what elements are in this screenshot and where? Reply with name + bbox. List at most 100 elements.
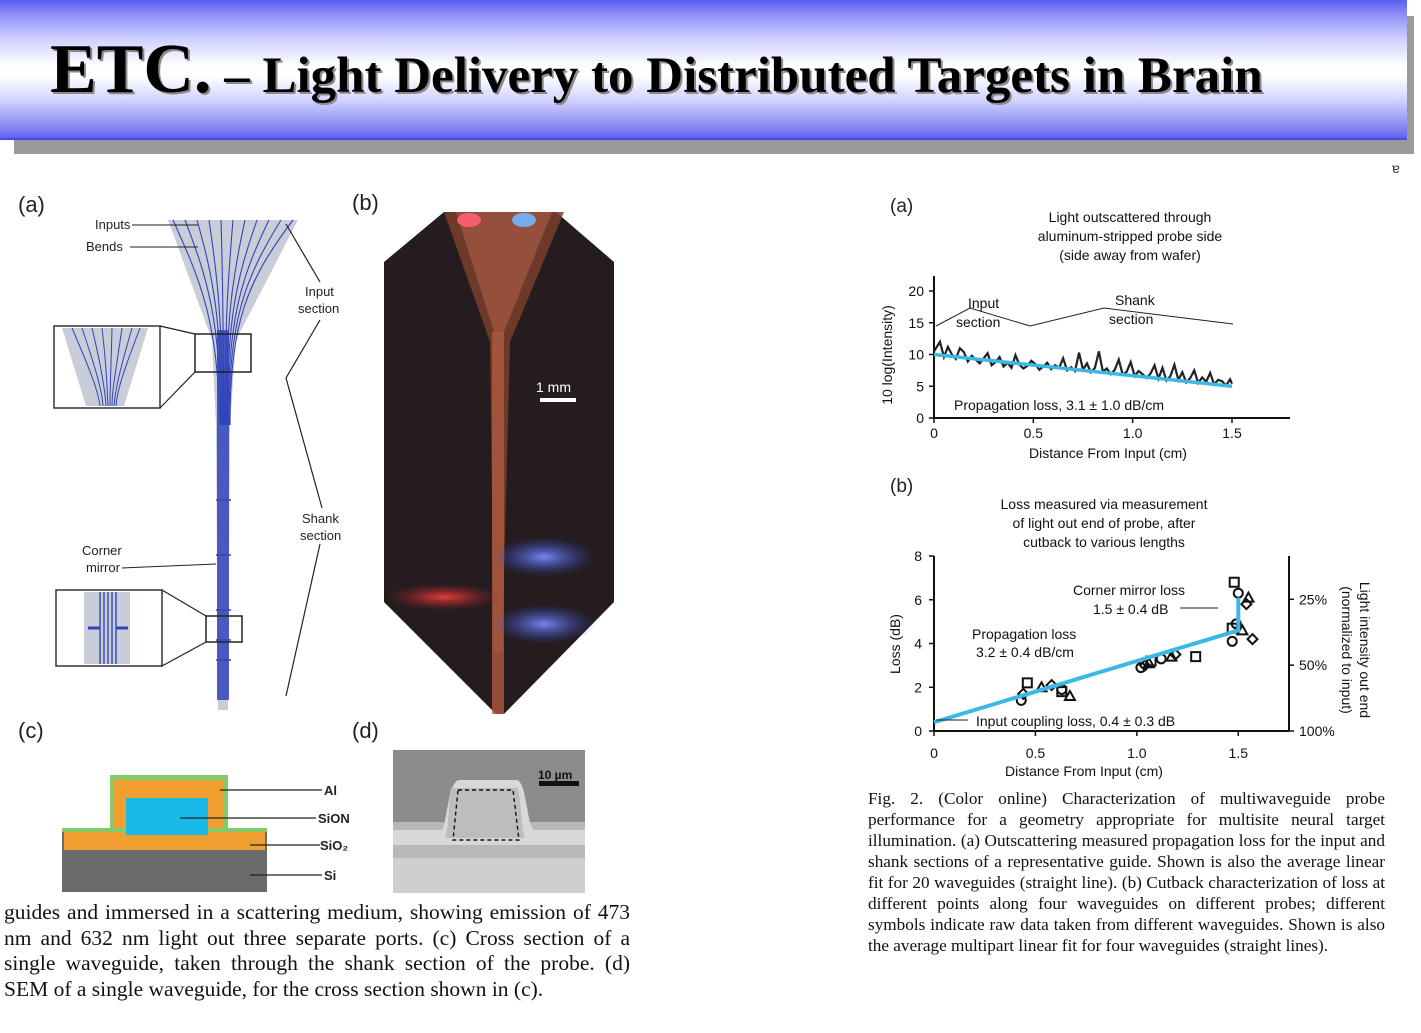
- chart-b-point-square: [1190, 651, 1202, 663]
- chart-a-xtick-label: 0: [930, 425, 938, 441]
- chart-b-title-1: Loss measured via measurement: [1001, 496, 1208, 512]
- slide-title-rest: – Light Delivery to Distributed Targets …: [211, 48, 1263, 104]
- sem-image: 10 µm: [393, 750, 585, 893]
- chart-b-ytick-label: 4: [914, 636, 922, 652]
- chart-a-xtick-label: 1.5: [1222, 425, 1242, 441]
- chart-b-point-square: [1228, 576, 1240, 588]
- probe-photo: 1 mm: [384, 212, 614, 714]
- chart-b-xtick-label: 1.5: [1229, 745, 1249, 761]
- chart-a-title-2: aluminum-stripped probe side: [1038, 228, 1223, 244]
- chart-a-section-bracket: [935, 307, 1234, 327]
- chart-b-xtick-label: 1.0: [1127, 745, 1147, 761]
- slide-title-main: ETC.: [50, 31, 212, 108]
- chart-a-ytick-label: 5: [916, 378, 924, 394]
- label-input-section-2: section: [298, 301, 339, 316]
- chart-a-xtick-label: 1.0: [1123, 425, 1143, 441]
- label-corner-mirror-1: Corner: [82, 543, 122, 558]
- label-corner-mirror-2: mirror: [86, 560, 121, 575]
- chart-b-annot-corner-2: 1.5 ± 0.4 dB: [1093, 601, 1168, 617]
- chart-b-point-triangle: [1142, 656, 1156, 669]
- chart-b-series: [933, 576, 1259, 725]
- chart-a-propagation-loss: Light outscattered through aluminum-stri…: [879, 209, 1290, 461]
- chart-b-point-circle: [1232, 587, 1244, 599]
- chart-a-ytick-label: 0: [916, 410, 924, 426]
- mirror-taps: [216, 499, 231, 661]
- chart-b-point-circle: [1226, 635, 1238, 647]
- scale-bar: [540, 398, 576, 402]
- chart-b-annot-corner-1: Corner mirror loss: [1073, 582, 1185, 598]
- chart-b-title-2: of light out end of probe, after: [1013, 515, 1196, 531]
- label-si: Si: [324, 868, 336, 883]
- chart-b-point-diamond: [1246, 632, 1259, 646]
- probe-schematic: Inputs Bends Input section Shank section…: [53, 217, 341, 710]
- core-outline: [452, 789, 520, 841]
- label-inputs: Inputs: [95, 217, 131, 232]
- chart-a-axes: [933, 276, 1290, 419]
- chart-b-point-triangle: [1063, 688, 1077, 701]
- label-shank-section-2: section: [300, 528, 341, 543]
- chart-a-xtick-label: 0.5: [1024, 425, 1044, 441]
- chart-b-xlabel: Distance From Input (cm): [1005, 763, 1163, 779]
- label-bends: Bends: [86, 239, 123, 254]
- title-banner: ETC. – Light Delivery to Distributed Tar…: [0, 0, 1407, 140]
- chart-b-y2tick-label: 100%: [1299, 723, 1335, 739]
- panel-d-label: (d): [352, 718, 379, 743]
- emission-red: [386, 583, 502, 611]
- chart-a-intensity-trace: [933, 339, 1234, 388]
- chart-b-ytick-label: 6: [914, 592, 922, 608]
- emission-blue-2: [492, 604, 596, 644]
- chart-b-xtick-label: 0.5: [1026, 745, 1046, 761]
- chart-a-series: [933, 339, 1234, 388]
- waveguide-bundle: [217, 330, 229, 700]
- chart-b-ytick-label: 2: [914, 679, 922, 695]
- chart-b-title-3: cutback to various lengths: [1023, 534, 1185, 550]
- chart-b-ticks: 0 0.5 1.0 1.5 0 2 4 6 8 25% 50% 100%: [914, 548, 1335, 761]
- label-input-section-1: Input: [305, 284, 334, 299]
- chart-b-annot-coupling: Input coupling loss, 0.4 ± 0.3 dB: [976, 713, 1175, 729]
- chart-b-y2tick-label: 50%: [1299, 657, 1327, 673]
- chart-b-y2label-1: Light intensity out end: [1357, 582, 1373, 718]
- chart-b-cutback-loss: Loss measured via measurement of light o…: [887, 496, 1373, 779]
- chart-b-fit-line: [933, 597, 1241, 725]
- chart-a-ytick-label: 20: [908, 283, 924, 299]
- fig-2-caption: Fig. 2. (Color online) Characterization …: [868, 789, 1385, 955]
- chart-a-ticks: 0 0.5 1.0 1.5 0 5 10 15 20: [908, 283, 1242, 441]
- label-sio2: SiO₂: [320, 838, 348, 853]
- chart-b-ytick-label: 0: [914, 723, 922, 739]
- chart-b-xtick-label: 0: [930, 745, 938, 761]
- chart-a-panel-label: (a): [890, 196, 914, 217]
- sem-scale-bar: [539, 781, 579, 786]
- chart-b-y2label-2: (normalized to input): [1339, 586, 1355, 714]
- chart-b-panel-label: (b): [890, 476, 914, 497]
- chart-a-ytick-label: 10: [908, 347, 924, 363]
- slide-title: ETC. – Light Delivery to Distributed Tar…: [50, 30, 1263, 110]
- chart-b-point-diamond: [1045, 678, 1059, 692]
- panel-c-label: (c): [18, 718, 44, 743]
- corner-mark: ɐ: [1392, 160, 1400, 176]
- chart-b-point-circle: [1230, 618, 1242, 630]
- emission-blue-1: [492, 537, 596, 577]
- chart-b-annot-prop-2: 3.2 ± 0.4 dB/cm: [976, 644, 1074, 660]
- chart-b-point-triangle: [1241, 590, 1256, 603]
- chart-b-ytick-label: 8: [914, 548, 922, 564]
- chart-b-point-diamond: [1016, 687, 1030, 701]
- label-al: Al: [324, 783, 337, 798]
- chart-a-title-1: Light outscattered through: [1049, 209, 1212, 225]
- label-sion: SiON: [318, 811, 350, 826]
- cross-section-diagram: Al SiON SiO₂ Si: [62, 775, 350, 892]
- chart-a-fit-line: [933, 352, 1233, 388]
- chart-a-title-3: (side away from wafer): [1059, 247, 1201, 263]
- chart-a-annot-loss: Propagation loss, 3.1 ± 1.0 dB/cm: [954, 397, 1164, 413]
- chart-a-ylabel: 10 log(Intensity): [879, 305, 895, 405]
- panel-b-label: (b): [352, 190, 379, 215]
- chart-a-xlabel: Distance From Input (cm): [1029, 445, 1187, 461]
- chart-a-annot-input-1: Input: [968, 295, 999, 311]
- chart-b-y2tick-label: 25%: [1299, 591, 1327, 607]
- chart-b-point-square: [1021, 677, 1033, 689]
- scale-bar-label: 1 mm: [536, 379, 571, 395]
- chart-b-point-triangle: [1164, 649, 1179, 662]
- chart-b-annot-prop-1: Propagation loss: [972, 626, 1076, 642]
- chart-a-annot-shank-1: Shank: [1115, 292, 1156, 308]
- left-figure-caption: guides and immersed in a scattering medi…: [4, 900, 630, 1001]
- chart-a-annot-input-2: section: [956, 314, 1000, 330]
